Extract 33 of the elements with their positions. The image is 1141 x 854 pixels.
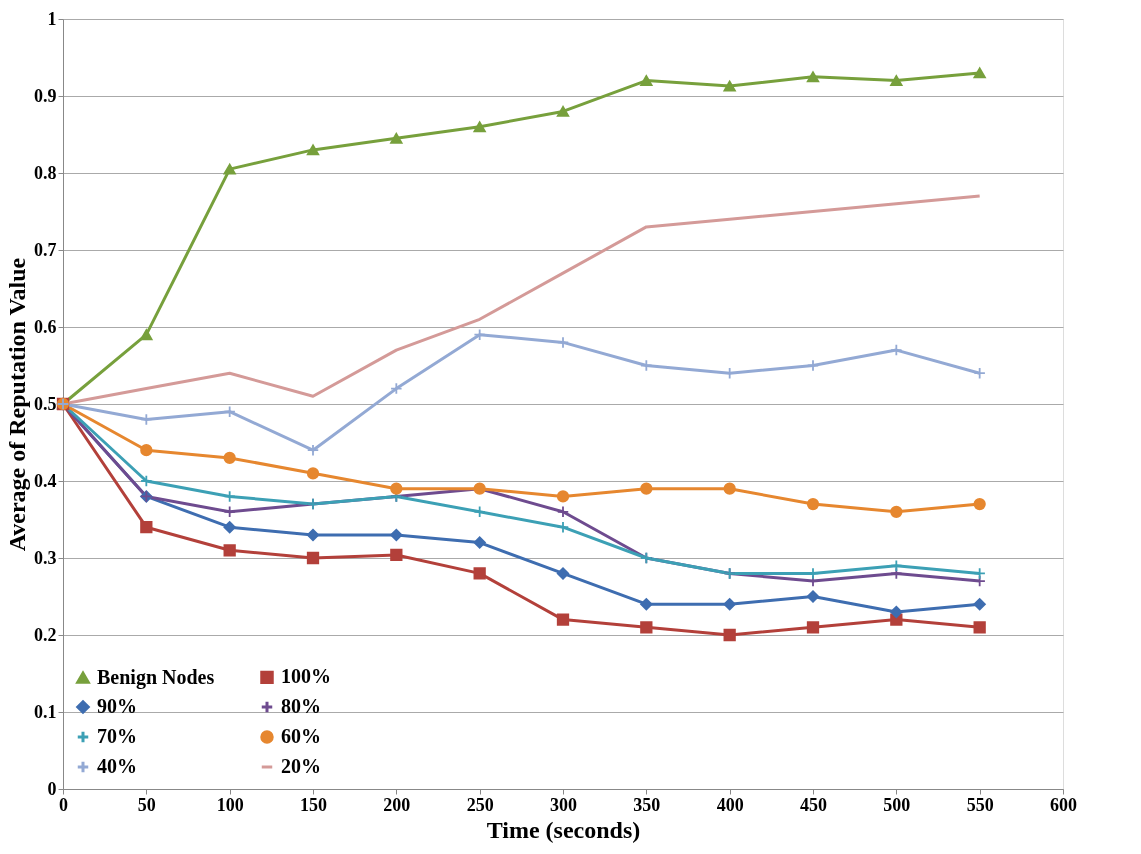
x-tick-label: 100 — [216, 794, 244, 815]
x-tick-label: 350 — [633, 794, 661, 815]
x-tick-label: 50 — [137, 794, 156, 815]
legend-label: 80% — [281, 695, 321, 717]
x-tick-label: 150 — [300, 794, 327, 815]
y-tick-label: 0.7 — [34, 239, 57, 260]
y-axis-title: Average of Reputation Value — [4, 257, 30, 552]
y-tick-label: 0.9 — [34, 85, 57, 106]
y-tick-label: 1 — [47, 8, 57, 29]
legend-label: 100% — [281, 665, 331, 688]
y-tick-label: 0.8 — [34, 162, 57, 183]
y-tick-label: 0.4 — [34, 470, 57, 491]
x-tick-label: 500 — [883, 794, 911, 815]
y-tick-label: 0.2 — [34, 624, 57, 645]
legend-label: 60% — [281, 725, 321, 747]
x-tick-label: 300 — [550, 794, 577, 815]
x-tick-label: 400 — [716, 794, 744, 815]
y-tick-label: 0.5 — [34, 393, 57, 414]
legend-label: 20% — [281, 755, 321, 777]
y-tick-label: 0 — [47, 778, 57, 799]
x-tick-label: 250 — [466, 794, 494, 815]
x-tick-label: 600 — [1050, 794, 1077, 815]
x-tick-label: 200 — [383, 794, 411, 815]
legend-label: 70% — [97, 725, 137, 747]
y-tick-label: 0.6 — [34, 316, 57, 337]
legend-label: 90% — [97, 695, 137, 717]
x-tick-label: 550 — [966, 794, 994, 815]
x-axis-title: Time (seconds) — [486, 816, 641, 843]
x-tick-label: 450 — [800, 794, 827, 815]
y-tick-label: 0.1 — [34, 701, 57, 722]
legend-label: Benign Nodes — [97, 665, 215, 689]
legend-label: 40% — [97, 755, 137, 777]
y-tick-label: 0.3 — [34, 547, 57, 568]
